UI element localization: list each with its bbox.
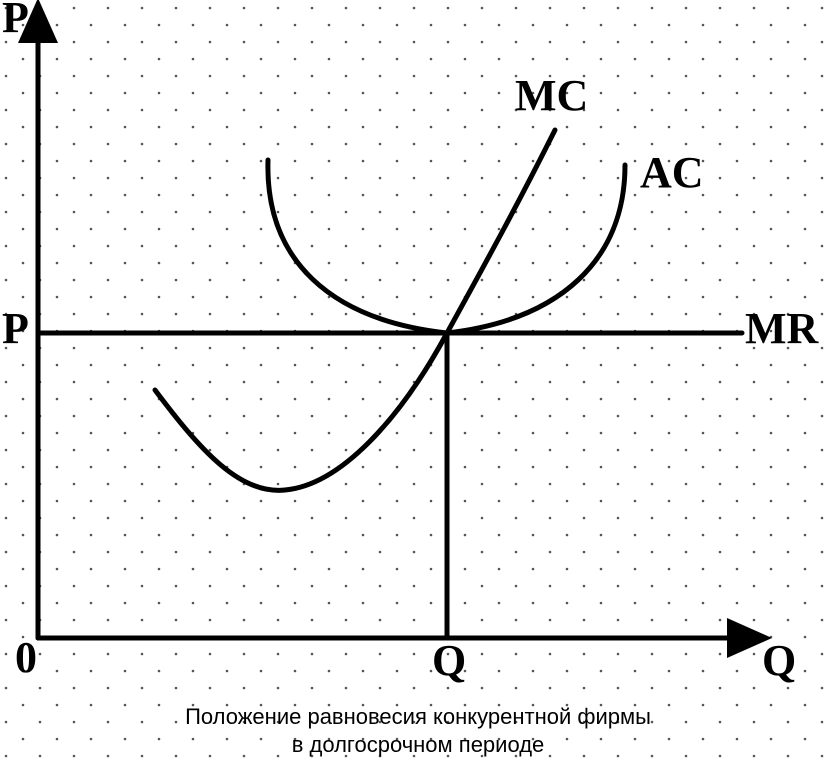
ac-curve: [265, 157, 628, 336]
x-axis-label: Q: [762, 636, 796, 685]
quantity-label: Q: [432, 636, 466, 685]
mc-curve: [152, 127, 558, 493]
caption-line: в долгосрочном периоде: [292, 732, 545, 757]
caption-line: Положение равновесия конкурентной фирмы: [185, 704, 651, 729]
mc-label: MC: [515, 71, 588, 120]
y-axis-label: P: [2, 0, 29, 42]
ac-label: AC: [640, 148, 704, 197]
origin-label: 0: [15, 633, 37, 682]
mr-label: MR: [745, 304, 820, 353]
price-label: P: [2, 304, 29, 353]
